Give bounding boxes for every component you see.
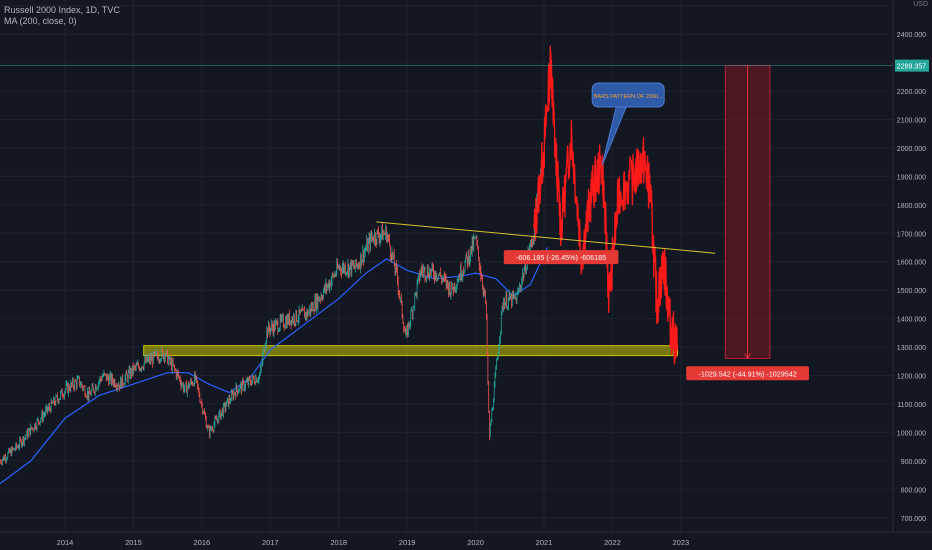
measure-labels: -606.185 (-26.45%) -606185 -1029.542 (-44… (503, 250, 809, 381)
y-tick-label: 1500.000 (897, 288, 926, 295)
x-tick-label: 2017 (262, 538, 279, 547)
y-axis[interactable]: 700.000 800.000 900.000 1000.000 1100.000 120… (892, 0, 932, 550)
measure-box (724, 64, 771, 360)
y-tick-label: 2200.000 (897, 89, 926, 96)
measure-small-label-bg (503, 250, 619, 265)
y-tick-label: 2000.000 (897, 146, 926, 153)
last-price-tag-bg (895, 59, 929, 72)
y-tick-label: 1800.000 (897, 203, 926, 210)
measure-arrow-head (744, 353, 752, 360)
x-tick-label: 2022 (604, 538, 621, 547)
callout: BARS PATTERN OF 2000... (591, 82, 665, 166)
trendline (376, 221, 716, 254)
x-tick-label: 2020 (467, 538, 484, 547)
support-zone (143, 345, 678, 357)
y-tick-label: 700.000 (901, 516, 926, 523)
measure-large-label-bg (686, 366, 809, 381)
x-tick-label: 2016 (194, 538, 211, 547)
legend: Russell 2000 Index, 1D, TVC MA (200, clo… (4, 5, 120, 27)
x-tick-label: 2014 (57, 538, 74, 547)
last-price-tag: 2289.357 (897, 64, 926, 71)
measure-large-label: -1029.542 (-44.91%) -1029542 (698, 369, 796, 378)
callout-text: BARS PATTERN OF 2000... (594, 94, 663, 100)
support-zone-rect (143, 345, 678, 357)
legend-symbol: Russell 2000 Index, 1D, TVC (4, 5, 120, 15)
projection-polyline (533, 45, 679, 365)
trendline-line (376, 221, 716, 254)
measure-small-label: -606.185 (-26.45%) -606185 (516, 253, 606, 262)
y-tick-label: 1400.000 (897, 317, 926, 324)
y-tick-label: 1100.000 (897, 402, 926, 409)
candles (0, 159, 543, 466)
y-tick-label: 800.000 (901, 487, 926, 494)
y-tick-label: 1700.000 (897, 231, 926, 238)
x-tick-label: 2015 (125, 538, 142, 547)
currency-label: USD (913, 1, 928, 8)
x-tick-label: 2019 (399, 538, 416, 547)
x-axis-bg (0, 532, 932, 550)
y-tick-label: 1600.000 (897, 260, 926, 267)
x-tick-label: 2018 (330, 538, 347, 547)
y-tick-label: 1000.000 (897, 430, 926, 437)
y-tick-label: 1300.000 (897, 345, 926, 352)
callout-box (591, 82, 665, 108)
legend-indicator: MA (200, close, 0) (4, 16, 77, 26)
x-axis[interactable]: 2014 2015 2016 2017 2018 2019 2020 2021 2022 2023 (0, 531, 932, 550)
x-tick-label: 2021 (536, 538, 553, 547)
y-tick-label: 900.000 (901, 459, 926, 466)
x-tick-label: 2023 (673, 538, 690, 547)
y-tick-label: 2400.000 (897, 32, 926, 39)
y-tick-label: 2100.000 (897, 117, 926, 124)
projection-path (533, 45, 679, 365)
y-axis-bg (893, 0, 932, 550)
y-tick-label: 1900.000 (897, 174, 926, 181)
y-tick-label: 1200.000 (897, 374, 926, 381)
